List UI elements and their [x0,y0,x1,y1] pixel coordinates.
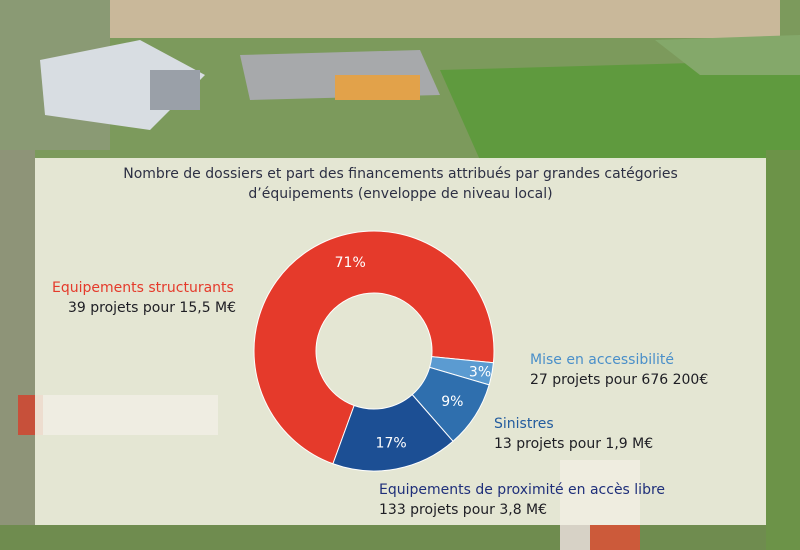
slice-detail-equipements-de-proximite: 133 projets pour 3,8 M€ [379,502,548,518]
legend-label-mise-en-accessibilite: Mise en accessibilité 27 projets pour 67… [530,350,708,390]
slice-name-equipements-structurants: Equipements structurants [52,280,234,296]
slice-name-mise-en-accessibilite: Mise en accessibilité [530,352,674,368]
slice-detail-equipements-structurants: 39 projets pour 15,5 M€ [68,300,237,316]
value-label-equipements-de-proximite-en-acces-libre: 17% [376,435,407,451]
value-label-mise-en-accessibilite: 3% [469,365,491,381]
slice-detail-mise-en-accessibilite: 27 projets pour 676 200€ [530,372,709,388]
slice-name-equipements-de-proximite: Equipements de proximité en accès libre [379,482,666,498]
chart-title-line-1: Nombre de dossiers et part des financeme… [123,166,678,182]
value-label-sinistres: 9% [441,394,463,410]
donut-slice-equipements-structurants [253,230,495,465]
chart-title: Nombre de dossiers et part des financeme… [35,164,766,204]
slice-detail-sinistres: 13 projets pour 1,9 M€ [494,436,654,452]
chart-title-line-2: d’équipements (enveloppe de niveau local… [248,186,553,202]
value-label-equipements-structurants: 71% [335,255,366,271]
legend-label-equipements-de-proximite: Equipements de proximité en accès libre … [379,480,665,520]
legend-label-equipements-structurants: Equipements structurants 39 projets pour… [52,278,236,318]
legend-label-sinistres: Sinistres 13 projets pour 1,9 M€ [494,414,653,454]
donut-slice-equipements-de-proximite-en-acces-libre [332,393,454,472]
slice-name-sinistres: Sinistres [494,416,554,432]
